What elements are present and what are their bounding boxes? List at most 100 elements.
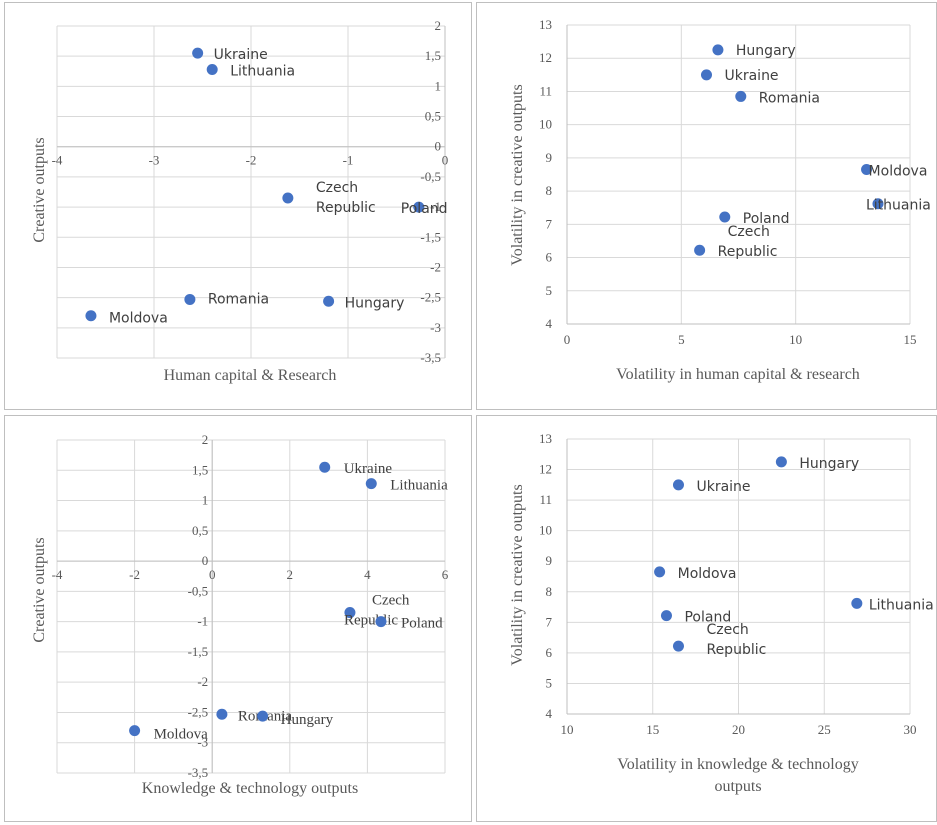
y-tick-label: 6 xyxy=(546,645,553,660)
data-point xyxy=(719,211,731,223)
data-label: Hungary xyxy=(736,43,796,59)
data-label: Moldova xyxy=(109,311,168,327)
x-tick-label: 5 xyxy=(678,332,685,347)
data-label: Lithuania xyxy=(869,597,934,613)
y-axis-title: Volatility in creative outputs xyxy=(509,484,526,665)
data-point xyxy=(654,566,666,578)
chart-4: 13 12 11 10 9 8 7 6 5 4 10 15 20 25 30 Volatility in kn… xyxy=(509,431,934,795)
x-tick-label: -1 xyxy=(343,153,354,168)
x-tick-label: 30 xyxy=(904,722,917,737)
x-tick-label: 20 xyxy=(732,722,745,737)
y-tick-label: 13 xyxy=(539,431,552,446)
y-tick-label: 2 xyxy=(202,432,209,447)
data-point xyxy=(775,456,787,468)
data-point xyxy=(129,725,141,737)
x-tick-label: 0 xyxy=(442,153,449,168)
y-tick-label: -1 xyxy=(197,614,208,629)
data-label: Hungary xyxy=(799,456,859,472)
y-tick-label: 1,5 xyxy=(425,48,441,63)
y-tick-label: 6 xyxy=(546,250,553,265)
y-tick-label: 12 xyxy=(539,50,552,65)
x-tick-label: 6 xyxy=(442,567,449,582)
data-label: Lithuania xyxy=(230,63,295,79)
data-label: Moldova xyxy=(154,727,209,743)
data-point xyxy=(184,293,196,305)
x-axis-title: Knowledge & technology outputs xyxy=(142,780,358,797)
x-tick-label: 15 xyxy=(646,722,659,737)
y-tick-label: 10 xyxy=(539,523,552,538)
x-tick-label: -3 xyxy=(149,153,160,168)
chart-panel-4 xyxy=(476,415,937,822)
data-point xyxy=(365,478,377,490)
y-tick-label: 11 xyxy=(539,83,552,98)
data-label: Poland xyxy=(684,610,731,626)
chart-3: 21,510,50-0,5-1-1,5-2-2,5-3-3,5-4 -2 0 2 4 6K… xyxy=(31,432,449,797)
y-tick-label: 5 xyxy=(546,283,553,298)
y-tick-label: 4 xyxy=(546,316,553,331)
data-point xyxy=(375,616,387,628)
data-label: Moldova xyxy=(869,164,928,180)
y-axis-title: Creative outputs xyxy=(31,537,48,642)
x-axis-title: Human capital & Research xyxy=(164,367,337,384)
data-point xyxy=(660,610,672,622)
data-label: Czech Republic xyxy=(316,180,376,216)
y-tick-label: 9 xyxy=(546,150,553,165)
y-tick-label: 4 xyxy=(546,706,553,721)
y-tick-label: 1 xyxy=(435,78,442,93)
chart-panel-1 xyxy=(4,2,472,410)
y-tick-label: 1,5 xyxy=(192,462,208,477)
data-label: Poland xyxy=(401,616,443,632)
y-axis-title: Volatility in creative outputs xyxy=(509,84,526,265)
y-tick-label: -3 xyxy=(197,735,208,750)
data-point xyxy=(413,201,425,213)
x-tick-label: 2 xyxy=(287,567,294,582)
y-tick-label: 0 xyxy=(202,553,209,568)
data-point xyxy=(257,710,269,722)
data-point xyxy=(672,640,684,652)
data-label: Hungary xyxy=(281,712,334,728)
data-label: Poland xyxy=(743,211,790,227)
y-tick-label: -3,5 xyxy=(420,350,441,365)
y-tick-label: -1 xyxy=(430,199,441,214)
data-point xyxy=(323,295,335,307)
data-label: Romania xyxy=(208,291,269,307)
y-tick-label: 1 xyxy=(202,493,209,508)
data-point xyxy=(672,479,684,491)
y-tick-label: 10 xyxy=(539,117,552,132)
x-tick-label: -2 xyxy=(129,567,140,582)
y-tick-label: -2,5 xyxy=(420,290,441,305)
y-tick-label: -3 xyxy=(430,320,441,335)
data-point xyxy=(216,708,228,720)
y-tick-label: -1,5 xyxy=(420,229,441,244)
y-tick-label: 0,5 xyxy=(425,109,441,124)
data-label: Ukraine xyxy=(344,461,393,477)
data-label: Romania xyxy=(759,90,820,106)
y-tick-label: -2 xyxy=(197,674,208,689)
x-tick-label: -4 xyxy=(52,567,63,582)
data-label: Poland xyxy=(401,201,448,217)
y-tick-label: -2,5 xyxy=(188,704,209,719)
chart-2: 13 12 11 10 9 8 7 6 5 40 5 10 15 Volatility in human … xyxy=(509,17,931,383)
data-label: Lithuania xyxy=(866,198,931,214)
y-tick-label: 2 xyxy=(435,18,442,33)
data-point xyxy=(282,192,294,204)
data-point xyxy=(712,44,724,56)
y-tick-label: -0,5 xyxy=(188,583,209,598)
data-point xyxy=(85,310,97,322)
x-tick-label: 10 xyxy=(789,332,802,347)
data-point xyxy=(861,164,873,176)
data-label: Czech Republic xyxy=(706,622,766,658)
y-tick-label: 9 xyxy=(546,553,553,568)
data-point xyxy=(319,461,331,473)
y-tick-label: -1,5 xyxy=(188,644,209,659)
y-tick-label: -0,5 xyxy=(420,169,441,184)
x-axis-title: Volatility in human capital & research xyxy=(616,366,860,383)
data-point xyxy=(735,90,747,102)
y-tick-label: 13 xyxy=(539,17,552,32)
data-label: Ukraine xyxy=(696,479,750,495)
y-tick-label: 11 xyxy=(539,492,552,507)
data-label: Ukraine xyxy=(214,47,268,63)
x-tick-label: -4 xyxy=(52,153,63,168)
data-point xyxy=(344,607,356,619)
